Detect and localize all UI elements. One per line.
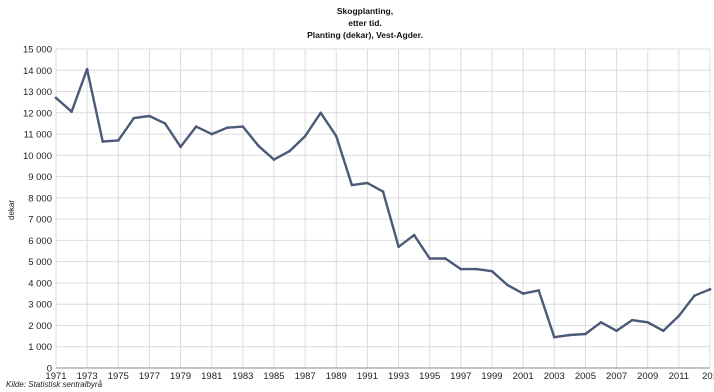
- x-tick-label: 1999: [481, 371, 502, 382]
- data-point: [334, 134, 338, 138]
- data-point: [163, 122, 167, 125]
- data-point: [412, 233, 416, 237]
- x-tick-label: 1983: [232, 371, 253, 382]
- y-tick-label: 8 000: [28, 193, 52, 204]
- y-tick-label: 10 000: [23, 151, 52, 162]
- data-point: [366, 181, 369, 185]
- x-tick-label: 201: [702, 371, 714, 382]
- data-point: [257, 144, 260, 148]
- y-tick-label: 12 000: [23, 108, 52, 119]
- x-tick-label: 1989: [326, 371, 347, 382]
- data-point: [210, 132, 214, 136]
- grid: [55, 48, 711, 368]
- x-tick-label: 2009: [637, 371, 658, 382]
- y-tick-label: 1 000: [28, 342, 52, 353]
- data-point: [397, 245, 400, 249]
- x-tick-label: 1979: [170, 371, 191, 382]
- data-point: [116, 139, 120, 142]
- series-group: [54, 67, 712, 339]
- data-point: [443, 257, 447, 260]
- data-point: [179, 145, 182, 149]
- data-point: [708, 288, 712, 291]
- y-tick-label: 3 000: [28, 300, 52, 311]
- data-point: [537, 289, 541, 292]
- y-axis-label: dekar: [7, 200, 16, 220]
- data-point: [506, 283, 509, 287]
- data-point: [568, 333, 572, 337]
- data-point: [303, 134, 307, 138]
- chart-title: Skogplanting, etter tid. Planting (dekar…: [307, 6, 423, 40]
- y-tick-label: 6 000: [28, 236, 52, 247]
- x-tick-label: 2003: [544, 371, 565, 382]
- data-point: [475, 267, 478, 271]
- y-tick-label: 2 000: [28, 321, 52, 332]
- data-point: [615, 329, 618, 333]
- data-point: [661, 329, 665, 333]
- data-point: [630, 318, 634, 322]
- y-tick-label: 11 000: [24, 130, 52, 141]
- data-point: [599, 320, 603, 324]
- data-point: [381, 190, 385, 193]
- y-axis-ticks: 0 1 000 2 000 3 000 4 000 5 000 6 000 7 000 8 00…: [23, 45, 52, 375]
- x-tick-label: 2001: [513, 371, 534, 382]
- y-tick-label: 15 000: [23, 45, 52, 56]
- data-point: [132, 116, 136, 120]
- x-tick-label: 1991: [357, 371, 378, 382]
- data-point: [521, 292, 525, 295]
- chart-title-line-1: Skogplanting,: [337, 6, 393, 16]
- data-point: [225, 126, 229, 129]
- data-point: [241, 125, 245, 128]
- y-tick-label: 14 000: [23, 66, 52, 77]
- data-point: [693, 294, 696, 297]
- data-point: [319, 111, 323, 115]
- x-tick-label: 2005: [575, 371, 596, 382]
- x-tick-label: 1981: [201, 371, 222, 382]
- chart-title-line-3: Planting (dekar), Vest-Agder.: [307, 30, 423, 40]
- data-point: [54, 96, 58, 100]
- x-tick-label: 2007: [606, 371, 627, 382]
- source-note: Kilde: Statistisk sentralbyrå: [6, 380, 103, 389]
- x-tick-label: 1973: [77, 371, 98, 382]
- data-point: [350, 183, 354, 187]
- series-line: [54, 67, 712, 339]
- y-tick-label: 4 000: [28, 278, 52, 289]
- x-axis-ticks: 1971 1973 1975 1977 1979 1981 1983 1985 1987 1989…: [45, 371, 714, 382]
- data-point: [677, 314, 681, 318]
- x-tick-label: 1987: [295, 371, 316, 382]
- x-tick-label: 1977: [139, 371, 160, 382]
- x-tick-label: 1997: [450, 371, 471, 382]
- y-tick-label: 0: [47, 364, 52, 375]
- data-point: [584, 332, 587, 336]
- x-tick-label: 2011: [669, 371, 689, 382]
- chart-title-line-2: etter tid.: [348, 18, 382, 28]
- data-point: [148, 114, 151, 118]
- data-point: [646, 320, 650, 324]
- data-point: [459, 267, 463, 271]
- data-point: [288, 149, 291, 153]
- x-tick-label: 1971: [45, 371, 66, 382]
- data-point: [194, 125, 198, 128]
- y-tick-label: 5 000: [28, 257, 52, 268]
- data-point: [101, 140, 105, 143]
- data-point: [552, 335, 556, 339]
- y-tick-label: 7 000: [28, 215, 52, 226]
- y-tick-label: 13 000: [23, 87, 52, 98]
- x-tick-label: 1975: [108, 371, 129, 382]
- data-point: [272, 158, 276, 161]
- x-tick-label: 1995: [419, 371, 440, 382]
- y-tick-label: 9 000: [28, 172, 52, 183]
- data-point: [70, 110, 73, 114]
- x-tick-label: 1985: [263, 371, 284, 382]
- data-point: [428, 257, 432, 260]
- x-tick-label: 1993: [388, 371, 409, 382]
- data-point: [85, 67, 89, 71]
- data-point: [490, 269, 494, 273]
